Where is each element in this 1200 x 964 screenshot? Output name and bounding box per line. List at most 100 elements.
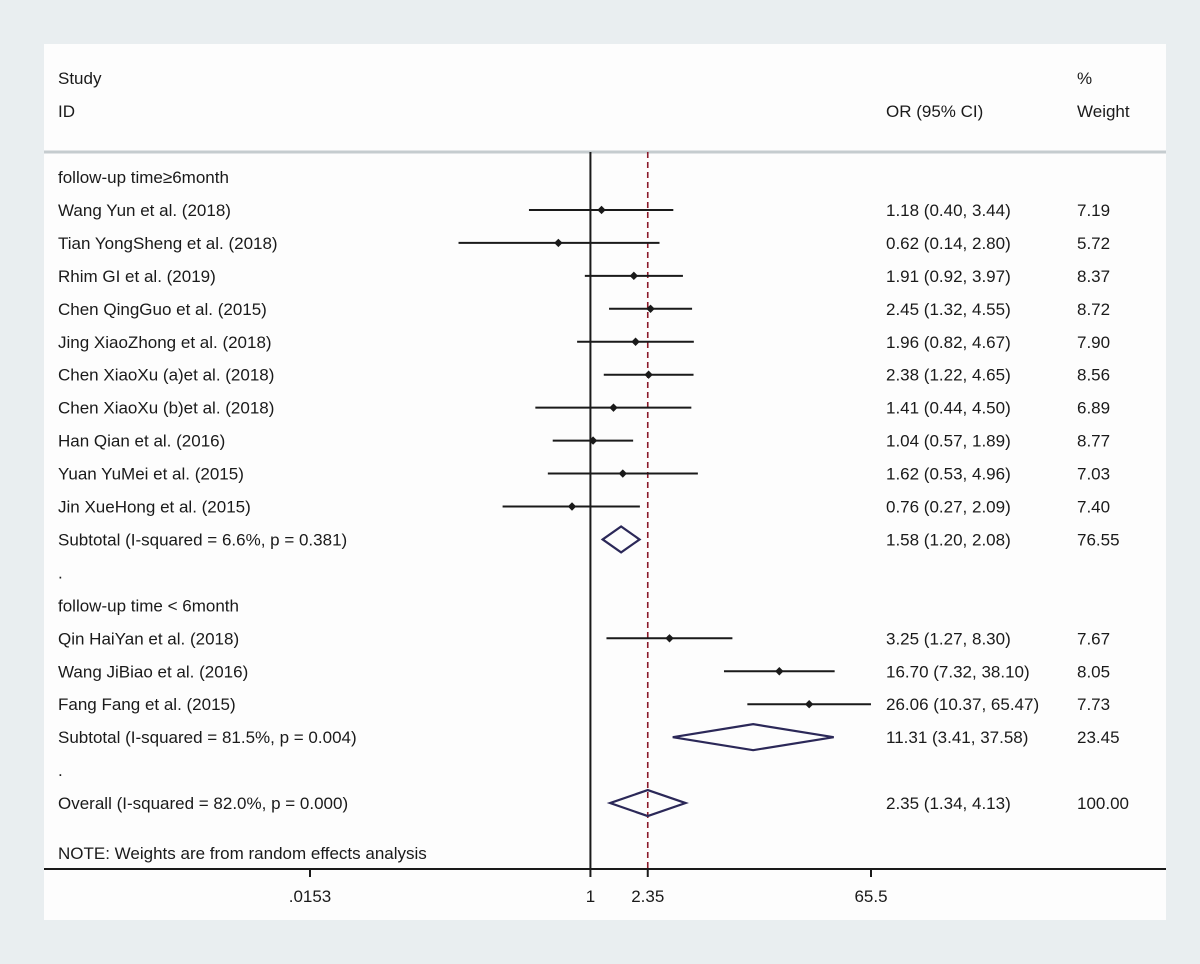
weight-text: 7.67 <box>1077 629 1110 648</box>
row-study: Chen XiaoXu (a)et al. (2018) 2.38 (1.22, … <box>58 366 1110 385</box>
ci-text: 26.06 (10.37, 65.47) <box>886 695 1039 714</box>
weight-text: 6.89 <box>1077 399 1110 418</box>
point-estimate-marker <box>554 238 563 248</box>
ci-text: 0.62 (0.14, 2.80) <box>886 234 1011 253</box>
study-label: Han Qian et al. (2016) <box>58 432 225 451</box>
row-study: Rhim GI et al. (2019) 1.91 (0.92, 3.97) 8.… <box>58 267 1110 286</box>
study-label: Wang JiBiao et al. (2016) <box>58 662 248 681</box>
overall-label: Overall (I-squared = 82.0%, p = 0.000) <box>58 794 348 813</box>
study-label: Jing XiaoZhong et al. (2018) <box>58 333 272 352</box>
x-tick-label: 2.35 <box>631 887 664 906</box>
subtotal-diamond <box>672 723 834 752</box>
row-subtotal: Subtotal (I-squared = 81.5%, p = 0.004) 1… <box>58 723 1120 752</box>
ci-text: 1.62 (0.53, 4.96) <box>886 465 1011 484</box>
weight-text: 5.72 <box>1077 234 1110 253</box>
point-estimate-marker <box>629 271 639 281</box>
row-spacer: . <box>58 563 63 582</box>
row-study: Qin HaiYan et al. (2018) 3.25 (1.27, 8.30… <box>58 629 1110 648</box>
study-header-line1: Study <box>58 69 102 88</box>
point-estimate-marker <box>631 337 640 346</box>
study-label: Jin XueHong et al. (2015) <box>58 498 251 517</box>
x-tick-label: 65.5 <box>854 887 887 906</box>
point-estimate-marker <box>618 469 627 478</box>
group-label: follow-up time < 6month <box>58 596 239 615</box>
weight-text: 8.77 <box>1077 432 1110 451</box>
row-study: Tian YongSheng et al. (2018) 0.62 (0.14, … <box>58 234 1110 253</box>
weight-text: 7.90 <box>1077 333 1110 352</box>
study-label: Yuan YuMei et al. (2015) <box>58 465 244 484</box>
row-study: Fang Fang et al. (2015) 26.06 (10.37, 65.… <box>58 695 1110 714</box>
x-tick-label: 1 <box>586 887 595 906</box>
weight-text: 23.45 <box>1077 728 1120 747</box>
spacer-label: . <box>58 761 63 780</box>
row-study: Yuan YuMei et al. (2015) 1.62 (0.53, 4.96… <box>58 465 1110 484</box>
row-study: Chen QingGuo et al. (2015) 2.45 (1.32, 4.… <box>58 300 1110 319</box>
row-study: Chen XiaoXu (b)et al. (2018) 1.41 (0.44, … <box>58 399 1110 418</box>
weight-text: 100.00 <box>1077 794 1129 813</box>
row-overall: Overall (I-squared = 82.0%, p = 0.000) 2.… <box>58 788 1129 818</box>
study-label: Chen QingGuo et al. (2015) <box>58 300 267 319</box>
ci-text: 1.58 (1.20, 2.08) <box>886 530 1011 549</box>
ci-text: 1.18 (0.40, 3.44) <box>886 201 1011 220</box>
ci-text: 1.04 (0.57, 1.89) <box>886 432 1011 451</box>
subtotal-label: Subtotal (I-squared = 81.5%, p = 0.004) <box>58 728 357 747</box>
weight-header-line2: Weight <box>1077 102 1130 121</box>
weight-text: 7.03 <box>1077 465 1110 484</box>
row-study: Wang JiBiao et al. (2016) 16.70 (7.32, 38… <box>58 662 1110 681</box>
point-estimate-marker <box>597 205 606 215</box>
ci-text: 1.91 (0.92, 3.97) <box>886 267 1011 286</box>
study-label: Rhim GI et al. (2019) <box>58 267 216 286</box>
study-label: Chen XiaoXu (b)et al. (2018) <box>58 399 274 418</box>
weight-text: 8.72 <box>1077 300 1110 319</box>
study-label: Wang Yun et al. (2018) <box>58 201 231 220</box>
point-estimate-marker <box>646 304 655 313</box>
weight-text: 7.73 <box>1077 695 1110 714</box>
point-estimate-marker <box>567 502 577 511</box>
point-estimate-marker <box>609 403 618 412</box>
study-label: Fang Fang et al. (2015) <box>58 695 236 714</box>
study-header-line2: ID <box>58 102 75 121</box>
ci-text: 1.41 (0.44, 4.50) <box>886 399 1011 418</box>
point-estimate-marker <box>775 667 784 676</box>
weight-text: 7.40 <box>1077 498 1110 517</box>
study-label: Tian YongSheng et al. (2018) <box>58 234 278 253</box>
x-tick-label: .0153 <box>289 887 332 906</box>
weight-text: 7.19 <box>1077 201 1110 220</box>
overall-diamond <box>606 788 689 818</box>
study-label: Qin HaiYan et al. (2018) <box>58 629 239 648</box>
row-group: follow-up time < 6month <box>58 596 239 615</box>
row-group: follow-up time≥6month <box>58 168 229 187</box>
group-label: follow-up time≥6month <box>58 168 229 187</box>
point-estimate-marker <box>665 634 674 643</box>
point-estimate-marker <box>804 700 814 709</box>
weight-text: 8.56 <box>1077 366 1110 385</box>
plot-panel <box>44 44 1166 920</box>
effect-header: OR (95% CI) <box>886 102 983 121</box>
subtotal-diamond <box>600 525 642 554</box>
weight-text: 76.55 <box>1077 530 1120 549</box>
point-estimate-marker <box>588 436 598 445</box>
weight-header-line1: % <box>1077 69 1092 88</box>
study-label: Chen XiaoXu (a)et al. (2018) <box>58 366 274 385</box>
point-estimate-marker <box>644 370 653 379</box>
ci-text: 3.25 (1.27, 8.30) <box>886 629 1011 648</box>
row-spacer: . <box>58 761 63 780</box>
weight-text: 8.05 <box>1077 662 1110 681</box>
subtotal-label: Subtotal (I-squared = 6.6%, p = 0.381) <box>58 530 347 549</box>
weight-text: 8.37 <box>1077 267 1110 286</box>
ci-text: 2.45 (1.32, 4.55) <box>886 300 1011 319</box>
ci-text: 11.31 (3.41, 37.58) <box>886 728 1028 747</box>
row-study: Han Qian et al. (2016) 1.04 (0.57, 1.89) 8… <box>58 432 1110 451</box>
ci-text: 16.70 (7.32, 38.10) <box>886 662 1030 681</box>
note-text: NOTE: Weights are from random effects an… <box>58 844 427 863</box>
spacer-label: . <box>58 563 63 582</box>
row-study: Jin XueHong et al. (2015) 0.76 (0.27, 2.0… <box>58 498 1110 517</box>
ci-text: 1.96 (0.82, 4.67) <box>886 333 1011 352</box>
ci-text: 2.35 (1.34, 4.13) <box>886 794 1011 813</box>
ci-text: 2.38 (1.22, 4.65) <box>886 366 1011 385</box>
row-study: Wang Yun et al. (2018) 1.18 (0.40, 3.44) 7… <box>58 201 1110 220</box>
ci-text: 0.76 (0.27, 2.09) <box>886 498 1011 517</box>
row-study: Jing XiaoZhong et al. (2018) 1.96 (0.82, … <box>58 333 1110 352</box>
row-subtotal: Subtotal (I-squared = 6.6%, p = 0.381) 1.… <box>58 525 1120 554</box>
